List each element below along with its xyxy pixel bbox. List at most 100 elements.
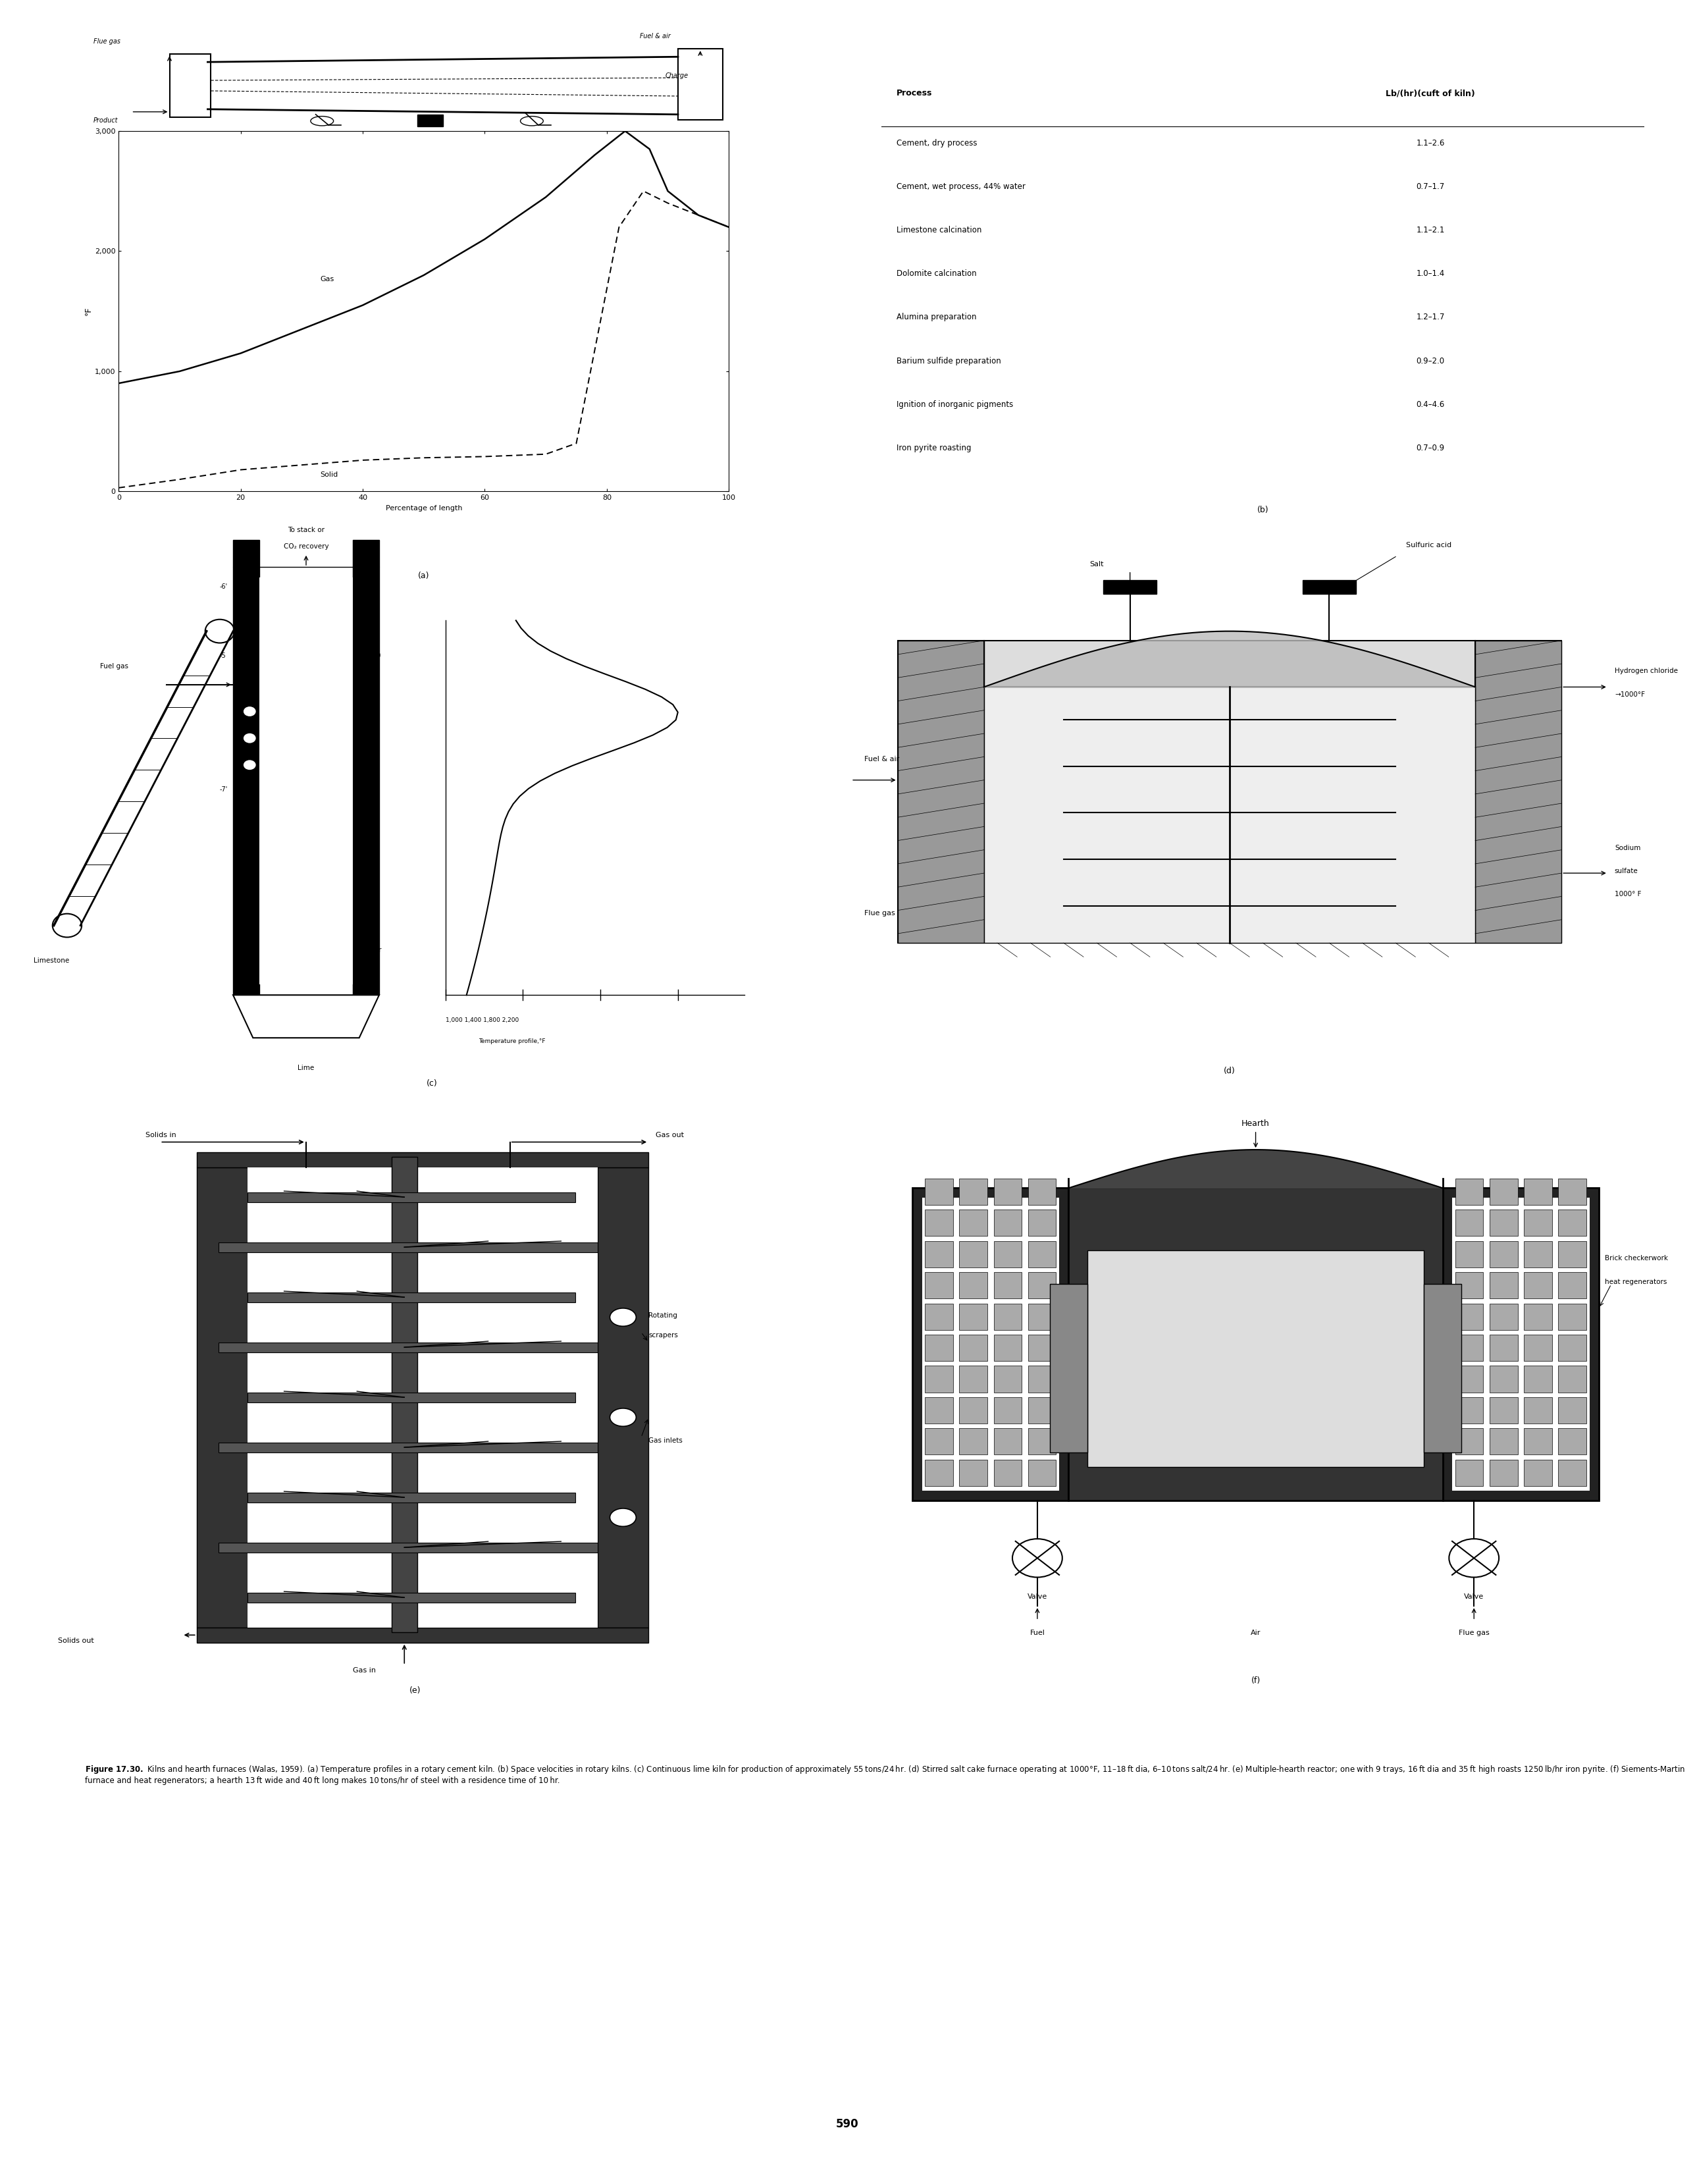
Bar: [234, 539, 259, 568]
Bar: [1456, 1459, 1483, 1485]
Bar: [1302, 581, 1356, 594]
Bar: [678, 48, 722, 120]
Text: 1.1–2.6: 1.1–2.6: [1417, 140, 1444, 146]
Text: (f): (f): [1251, 1677, 1261, 1686]
Bar: [1490, 1271, 1517, 1299]
Text: (e): (e): [410, 1686, 420, 1695]
Bar: [1524, 1179, 1553, 1206]
Bar: [1086, 1251, 1424, 1468]
Text: Gas inlets: Gas inlets: [649, 1437, 683, 1444]
Text: Cement, wet process, 44% water: Cement, wet process, 44% water: [897, 181, 1025, 190]
Bar: [259, 579, 353, 985]
Bar: [170, 55, 210, 118]
Bar: [993, 1398, 1022, 1424]
Text: Solids in: Solids in: [146, 1131, 176, 1138]
Text: Fuel & air: Fuel & air: [641, 33, 671, 39]
Text: Fuel: Fuel: [1031, 1629, 1044, 1636]
Bar: [1558, 1271, 1587, 1299]
Bar: [1456, 1210, 1483, 1236]
Bar: [1027, 1334, 1056, 1361]
Bar: [993, 1365, 1022, 1393]
Text: 16: 16: [373, 690, 381, 697]
Bar: [1490, 1398, 1517, 1424]
Text: 15: 15: [373, 616, 381, 622]
Text: 0.7–0.9: 0.7–0.9: [1417, 443, 1444, 452]
Bar: [1524, 1271, 1553, 1299]
Text: Lime: Lime: [298, 1064, 314, 1072]
Text: Barium sulfide preparation: Barium sulfide preparation: [897, 356, 1002, 365]
Bar: [959, 1459, 988, 1485]
Text: Hearth: Hearth: [1241, 1118, 1270, 1127]
Text: Sodium: Sodium: [1615, 845, 1641, 852]
Circle shape: [242, 705, 256, 716]
Bar: [959, 1271, 988, 1299]
Bar: [1524, 1210, 1553, 1236]
Bar: [993, 1241, 1022, 1267]
Bar: [959, 1210, 988, 1236]
Bar: [247, 1592, 576, 1603]
Bar: [922, 1197, 1059, 1492]
Bar: [247, 1492, 576, 1503]
Text: Dolomite calcination: Dolomite calcination: [897, 269, 976, 277]
Bar: [925, 1179, 953, 1206]
Text: →1000°F: →1000°F: [1615, 690, 1644, 697]
Bar: [1490, 1241, 1517, 1267]
Text: (a): (a): [419, 572, 429, 581]
Bar: [993, 1271, 1022, 1299]
Bar: [993, 1334, 1022, 1361]
Bar: [197, 1166, 247, 1627]
Text: $\bf{Figure\ 17.30.}$ Kilns and hearth furnaces (Walas, 1959). (a) Temperature p: $\bf{Figure\ 17.30.}$ Kilns and hearth f…: [85, 1765, 1685, 1784]
Bar: [959, 1334, 988, 1361]
Bar: [219, 1343, 598, 1352]
Bar: [959, 1241, 988, 1267]
Bar: [598, 1166, 649, 1627]
Text: Lb/(hr)(cuft of kiln): Lb/(hr)(cuft of kiln): [1387, 90, 1475, 98]
Text: Flue gas: Flue gas: [93, 39, 120, 46]
Circle shape: [242, 734, 256, 743]
Bar: [1558, 1179, 1587, 1206]
Bar: [1490, 1365, 1517, 1393]
Bar: [247, 1293, 576, 1302]
Circle shape: [53, 913, 81, 937]
Bar: [898, 640, 985, 943]
Bar: [1558, 1241, 1587, 1267]
Bar: [417, 114, 442, 127]
Text: 1.0–1.4: 1.0–1.4: [1417, 269, 1444, 277]
Text: Ignition of inorganic pigments: Ignition of inorganic pigments: [897, 400, 1014, 408]
Bar: [985, 688, 1475, 943]
Circle shape: [310, 116, 334, 127]
Bar: [1456, 1398, 1483, 1424]
Text: 15: 15: [373, 812, 381, 819]
Bar: [993, 1428, 1022, 1455]
Bar: [1558, 1398, 1587, 1424]
Text: Valve: Valve: [1027, 1594, 1048, 1601]
Text: Gas out: Gas out: [656, 1131, 685, 1138]
Bar: [1490, 1304, 1517, 1330]
Text: 1.2–1.7: 1.2–1.7: [1417, 312, 1444, 321]
Text: Solid: Solid: [320, 472, 337, 478]
Bar: [925, 1271, 953, 1299]
Bar: [1558, 1304, 1587, 1330]
Bar: [1490, 1334, 1517, 1361]
Text: -7': -7': [220, 786, 227, 793]
Bar: [1558, 1365, 1587, 1393]
Text: 0.7–1.7: 0.7–1.7: [1417, 181, 1444, 190]
Text: Limestone: Limestone: [34, 957, 69, 965]
Bar: [1456, 1241, 1483, 1267]
Bar: [1524, 1459, 1553, 1485]
Bar: [925, 1428, 953, 1455]
Text: Flue gas: Flue gas: [864, 911, 895, 917]
Circle shape: [1012, 1540, 1063, 1577]
Bar: [1524, 1304, 1553, 1330]
Bar: [925, 1459, 953, 1485]
Bar: [925, 1304, 953, 1330]
Text: Fuel & air: Fuel & air: [864, 756, 900, 762]
Text: Charge: Charge: [664, 72, 688, 79]
Text: Sulfuric acid: Sulfuric acid: [1405, 542, 1451, 548]
Bar: [1456, 1179, 1483, 1206]
Text: 20: 20: [373, 653, 381, 660]
Bar: [993, 1210, 1022, 1236]
Text: CO₂ recovery: CO₂ recovery: [283, 544, 329, 550]
Bar: [197, 1627, 649, 1642]
Bar: [959, 1428, 988, 1455]
